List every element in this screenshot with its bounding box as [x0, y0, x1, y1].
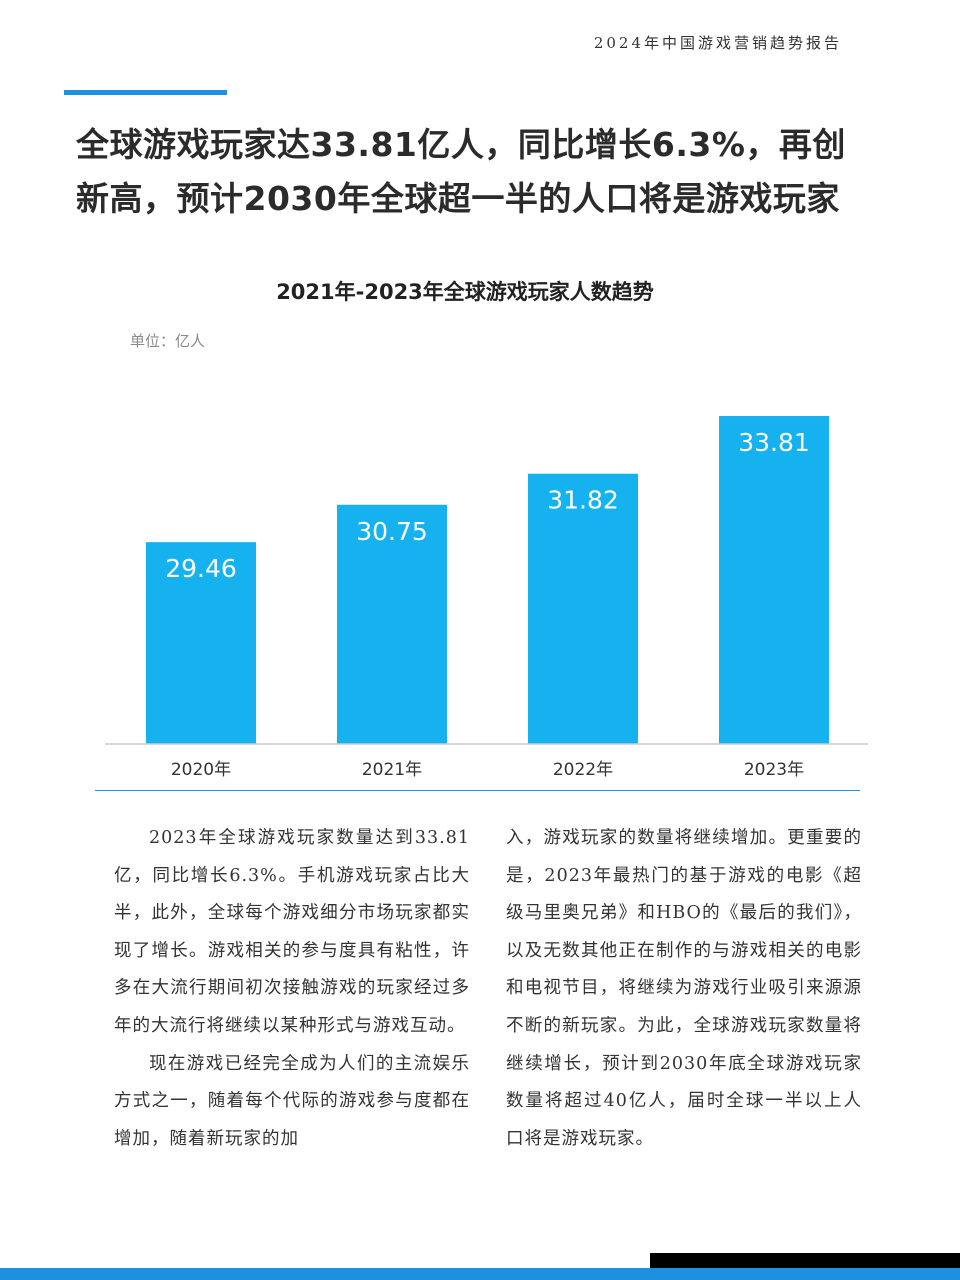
category-label-2: 2021年	[362, 760, 422, 780]
bar-3	[528, 473, 638, 744]
bar-chart: 29.46 30.75 31.82 33.81 2020年 2021年 2022年 2023…	[105, 416, 868, 780]
bar-2	[337, 504, 447, 744]
category-label-3: 2022年	[553, 760, 613, 780]
headline-line-2: 新高，预计2030年全球超一半的人口将是游戏玩家	[76, 179, 840, 218]
body-paragraph-3: 入，游戏玩家的数量将继续增加。更重要的是，2023年最热门的基于游戏的电影《超级…	[506, 828, 862, 1149]
report-title: 2024年中国游戏营销趋势报告	[593, 34, 842, 52]
accent-bar	[64, 90, 227, 95]
footer-blue-bar	[0, 1268, 960, 1280]
chart-value-labels: 29.46 30.75 31.82 33.81	[165, 428, 810, 583]
category-label-4: 2023年	[744, 760, 804, 780]
chart-unit-label: 单位：亿人	[130, 332, 206, 350]
chart-bars	[146, 416, 829, 744]
section-divider	[95, 790, 860, 791]
bar-4	[719, 416, 829, 744]
body-column-right: 入，游戏玩家的数量将继续增加。更重要的是，2023年最热门的基于游戏的电影《超级…	[506, 820, 862, 1158]
body-column-left: 2023年全球游戏玩家数量达到33.81亿，同比增长6.3%。手机游戏玩家占比大…	[114, 820, 470, 1158]
category-label-1: 2020年	[171, 760, 231, 780]
headline: 全球游戏玩家达33.81亿人，同比增长6.3%，再创 新高，预计2030年全球超…	[76, 118, 916, 226]
bar-value-label-2: 30.75	[356, 517, 428, 546]
body-paragraph-1: 2023年全球游戏玩家数量达到33.81亿，同比增长6.3%。手机游戏玩家占比大…	[114, 828, 470, 1036]
chart-category-labels: 2020年 2021年 2022年 2023年	[171, 760, 804, 780]
body-paragraph-2: 现在游戏已经完全成为人们的主流娱乐方式之一，随着每个代际的游戏参与度都在增加，随…	[114, 1053, 470, 1149]
bar-value-label-4: 33.81	[738, 428, 810, 457]
chart-title: 2021年-2023年全球游戏玩家人数趋势	[276, 280, 654, 304]
footer-black-bar	[650, 1253, 960, 1268]
bar-value-label-3: 31.82	[547, 486, 619, 515]
bar-1	[146, 542, 256, 744]
bar-value-label-1: 29.46	[165, 554, 237, 583]
headline-line-1: 全球游戏玩家达33.81亿人，同比增长6.3%，再创	[76, 125, 846, 164]
